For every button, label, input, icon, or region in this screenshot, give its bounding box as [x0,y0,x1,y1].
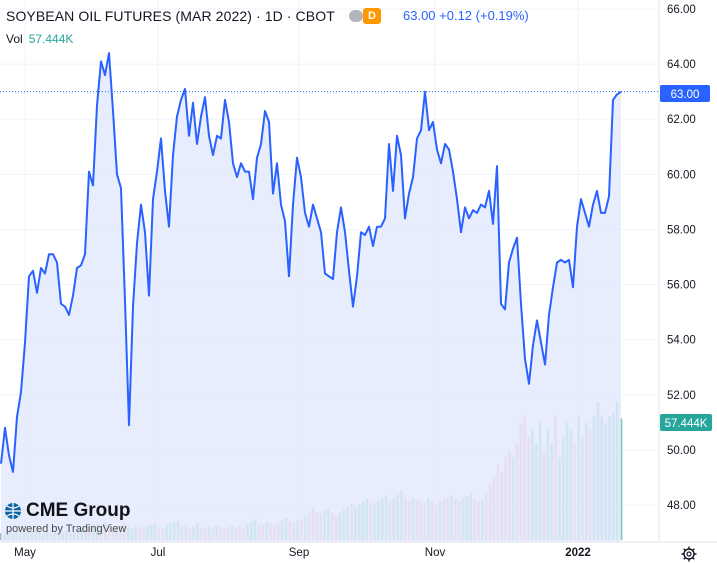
cme-globe-icon [5,503,21,519]
time-tick-label: 2022 [565,547,591,559]
price-area-fill [1,53,621,542]
last-price-tag: 63.00 [660,85,710,102]
time-tick-label: Sep [289,547,309,559]
price-axis[interactable]: 66.00 64.00 62.00 60.00 58.00 56.00 54.00 52.00… [667,4,696,512]
powered-by-text[interactable]: powered by TradingView [6,523,127,535]
cme-logo-text: CME Group [26,500,131,521]
delayed-badge: D [363,8,381,24]
status-dot-icon [349,10,363,22]
price-tick-label: 62.00 [667,114,696,126]
price-quote: 63.00 +0.12 (+0.19%) [403,8,529,23]
volume-legend-label: Vol [6,32,23,46]
price-tick-label: 50.00 [667,445,696,457]
price-tick-label: 54.00 [667,335,696,347]
volume-tag: 57.444K [660,414,712,431]
price-line [0,52,622,473]
price-tick-label: 60.00 [667,169,696,181]
price-tick-label: 66.00 [667,4,696,16]
price-tick-label: 64.00 [667,59,696,71]
time-axis[interactable]: May Jul Sep Nov 2022 [14,547,591,559]
market-status[interactable]: D [349,7,389,25]
volume-label: 57.444K [665,418,708,430]
price-tick-label: 56.00 [667,280,696,292]
price-tick-label: 52.00 [667,390,696,402]
volume-legend[interactable]: Vol 57.444K [6,32,73,46]
price-tick-label: 58.00 [667,224,696,236]
chart-header: SOYBEAN OIL FUTURES (MAR 2022) · 1D · CB… [6,8,335,24]
time-tick-label: Jul [151,547,166,559]
volume-legend-value: 57.444K [28,32,74,46]
time-tick-label: May [14,547,36,559]
last-price-label: 63.00 [671,89,700,101]
price-tick-label: 48.00 [667,500,696,512]
symbol-title[interactable]: SOYBEAN OIL FUTURES (MAR 2022) · 1D · CB… [6,8,335,24]
gear-icon[interactable] [681,546,697,562]
time-tick-label: Nov [425,547,446,559]
